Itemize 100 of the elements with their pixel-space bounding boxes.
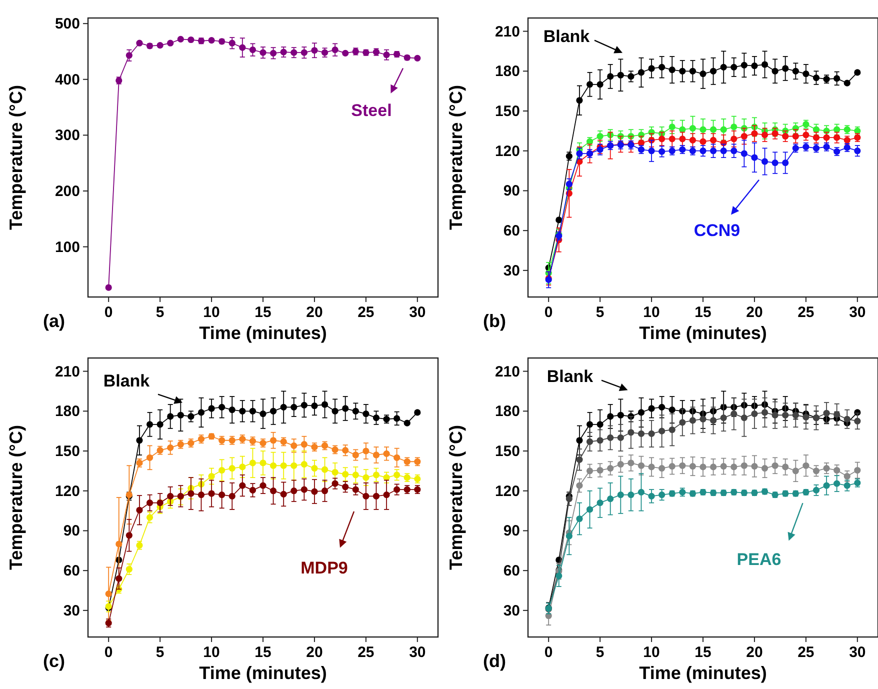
point [342,484,349,490]
x-tick-label: 15 [254,304,272,321]
y-tick-label: 210 [54,363,80,380]
point [658,136,666,142]
point [658,404,666,410]
x-tick-label: 25 [798,304,814,321]
point [844,80,850,86]
point [617,434,624,442]
legend-label: Steel [351,101,392,120]
point [596,81,604,88]
point [566,532,572,540]
point [607,496,614,502]
x-tick-label: 0 [104,644,113,661]
point [566,496,572,502]
point [352,486,359,493]
x-tick-label: 25 [798,644,814,661]
point [720,148,727,154]
point [372,492,380,500]
point [249,408,256,414]
point [751,62,758,70]
y-tick-label: 30 [63,602,80,620]
y-tick-label: 60 [503,222,520,240]
point [300,49,308,56]
point [586,506,594,513]
point [617,460,624,468]
point [126,52,132,59]
point [270,408,277,414]
point [218,466,226,474]
point [679,419,686,426]
point [834,466,840,474]
point [146,454,154,461]
text: CCN9 [694,221,740,240]
point [607,434,614,442]
y-tick-label: 200 [54,182,80,200]
point [146,500,154,506]
x-tick-label: 30 [409,644,426,661]
point [710,68,717,74]
x-axis-title: Time (minutes) [639,323,767,343]
point [617,412,624,418]
point [146,514,154,521]
point [290,462,298,469]
x-tick-label: 10 [643,644,660,661]
x-tick-label: 0 [544,644,553,661]
point [208,490,215,497]
point [730,464,738,470]
point [730,136,738,142]
point [668,462,676,470]
point [362,474,370,481]
point [740,150,748,157]
y-tick-label: 120 [494,482,520,500]
point [596,437,604,444]
text: (b) [483,311,506,331]
y-tick-label: 90 [503,182,520,200]
point [260,482,266,489]
point [116,540,122,548]
x-tick-label: 10 [203,644,220,661]
point [844,416,850,422]
point [700,70,706,78]
point [628,460,634,466]
point [290,442,298,449]
point [321,401,328,408]
point [352,472,359,478]
y-tick-label: 210 [494,23,520,40]
x-tick-label: 5 [596,644,604,661]
point [638,409,645,416]
point [854,418,861,424]
point [280,404,287,410]
point [834,480,840,487]
y-tick-label: 150 [54,443,80,460]
x-tick-label: 15 [254,644,272,661]
point [854,69,861,76]
y-tick-label: 180 [54,403,80,420]
point [311,464,318,472]
x-tick-label: 20 [306,304,323,321]
x-tick-label: 10 [203,304,220,321]
point [648,492,655,500]
y-tick-label: 90 [503,522,520,540]
point [854,466,861,474]
point [218,404,226,410]
point [198,409,205,416]
point [596,466,604,474]
point [566,180,572,188]
point [586,468,594,474]
point [740,62,748,68]
point [782,412,789,418]
point [136,506,143,514]
point [607,413,614,420]
point [188,413,194,420]
text: (c) [43,651,66,671]
y-tick-label: 120 [54,482,80,500]
legend-label: Blank [546,367,594,386]
point [372,414,380,422]
point [823,134,830,141]
point [782,65,789,72]
point [239,482,246,489]
point [342,405,349,412]
point [576,515,583,522]
y-tick-label: 300 [54,127,80,144]
point [270,437,277,444]
x-axis-title: Time (minutes) [639,663,767,683]
